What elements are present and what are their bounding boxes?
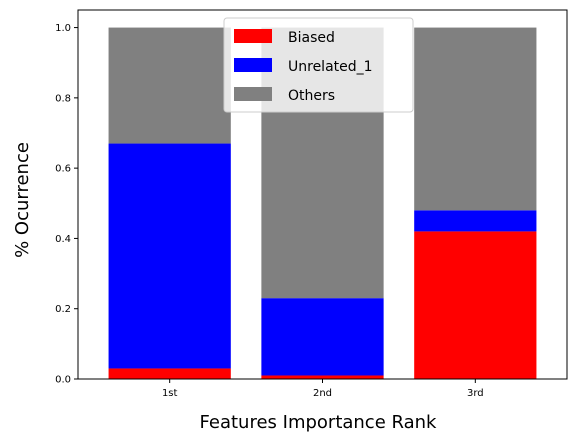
bar-2nd-biased: [261, 375, 384, 379]
bar-3rd-biased: [414, 231, 537, 379]
bar-2nd-unrelated-1: [261, 298, 384, 376]
bar-3rd-unrelated-1: [414, 210, 537, 232]
y-tick-label: 0.6: [55, 164, 71, 175]
bar-1st-others: [108, 27, 231, 144]
bar-1st-unrelated-1: [108, 143, 231, 369]
x-axis: 1st 2nd 3rd: [162, 379, 484, 399]
y-tick-label: 0.8: [55, 93, 71, 104]
x-tick-label: 1st: [162, 388, 178, 399]
bar-3rd-others: [414, 27, 537, 211]
legend-swatch: [234, 58, 272, 72]
y-axis-title: % Ocurrence: [12, 142, 33, 258]
legend-label: Biased: [288, 30, 335, 46]
bar-1st-biased: [108, 368, 231, 379]
y-tick-label: 0.4: [55, 234, 71, 245]
legend-swatch: [234, 29, 272, 43]
x-tick-label: 2nd: [313, 388, 332, 399]
bars-layer: [108, 27, 537, 379]
legend-label: Others: [288, 88, 335, 104]
x-axis-title: Features Importance Rank: [200, 412, 438, 433]
y-tick-label: 1.0: [55, 23, 71, 34]
legend-label: Unrelated_1: [288, 59, 373, 75]
legend-swatch: [234, 87, 272, 101]
y-tick-label: 0.0: [55, 375, 71, 386]
legend: Biased Unrelated_1 Others: [223, 17, 414, 113]
y-tick-label: 0.2: [55, 304, 71, 315]
x-tick-label: 3rd: [467, 388, 484, 399]
y-axis: 0.0 0.2 0.4 0.6 0.8 1.0: [55, 23, 78, 386]
